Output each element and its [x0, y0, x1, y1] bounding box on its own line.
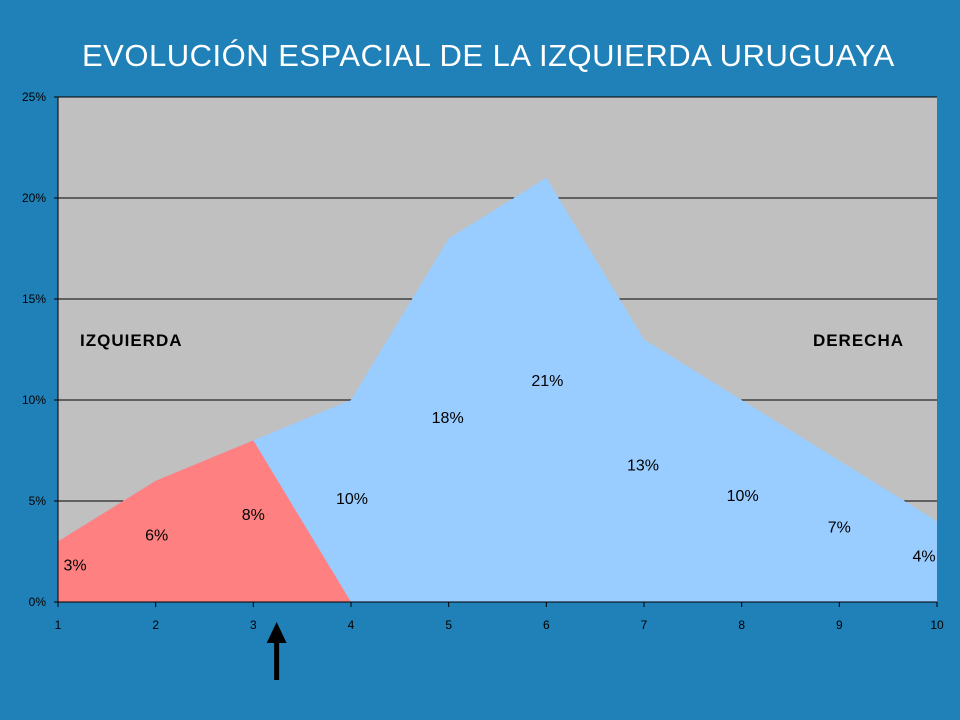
data-label: 21%: [531, 373, 563, 390]
x-tick-label: 2: [152, 618, 159, 632]
data-label: 4%: [912, 549, 935, 566]
area-series-left: [58, 440, 351, 602]
annotation-derecha: DERECHA: [813, 331, 904, 350]
x-tick-label: 6: [543, 618, 550, 632]
y-tick-label: 5%: [29, 494, 47, 508]
data-label: 10%: [336, 491, 368, 508]
y-tick-label: 20%: [22, 191, 46, 205]
y-tick-label: 10%: [22, 393, 46, 407]
x-tick-label: 1: [55, 618, 62, 632]
x-tick-label: 4: [348, 618, 355, 632]
x-tick-label: 10: [930, 618, 944, 632]
x-tick-label: 8: [738, 618, 745, 632]
x-tick-label: 5: [445, 618, 452, 632]
data-label: 6%: [145, 527, 168, 544]
y-tick-label: 15%: [22, 292, 46, 306]
y-tick-label: 25%: [22, 90, 46, 104]
data-label: 8%: [242, 507, 265, 524]
data-label: 18%: [432, 410, 464, 427]
data-label: 3%: [63, 558, 86, 575]
annotation-izquierda: IZQUIERDA: [80, 331, 183, 350]
y-tick-label: 0%: [29, 595, 47, 609]
x-tick-label: 7: [641, 618, 648, 632]
slide-title: EVOLUCIÓN ESPACIAL DE LA IZQUIERDA URUGU…: [82, 38, 895, 73]
x-tick-label: 9: [836, 618, 843, 632]
x-tick-label: 3: [250, 618, 257, 632]
data-label: 7%: [828, 519, 851, 536]
marker-arrow-head: [266, 622, 287, 643]
data-label: 13%: [627, 458, 659, 475]
data-label: 10%: [727, 488, 759, 505]
